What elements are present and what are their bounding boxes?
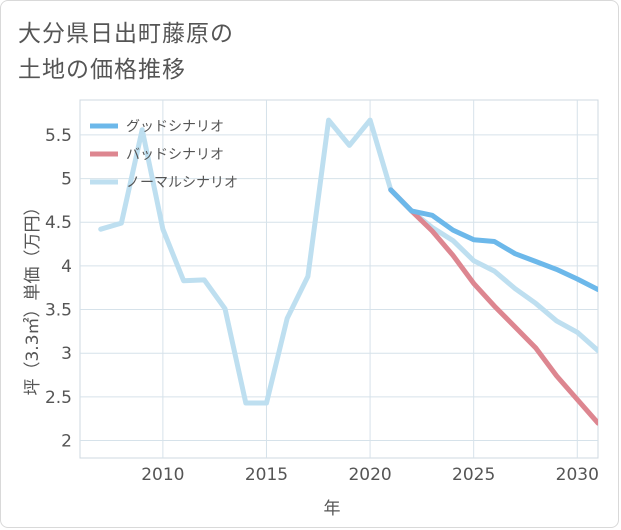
x-tick-label: 2025 (452, 465, 495, 485)
legend-label: グッドシナリオ (126, 119, 224, 135)
y-axis-label: 坪（3.3㎡）単価（万円） (23, 198, 43, 395)
x-tick-label: 2020 (348, 465, 391, 485)
x-tick-label: 2015 (245, 465, 288, 485)
y-axis-ticks: 2 2.5 3 3.5 4 4.5 5 5.5 (45, 126, 72, 452)
y-tick-label: 4 (61, 257, 72, 277)
chart-title: 大分県日出町藤原の 土地の価格推移 (18, 21, 234, 83)
series-line-1 (388, 187, 598, 426)
y-tick-label: 5.5 (45, 126, 72, 146)
y-tick-label: 3 (61, 344, 72, 364)
series-lines (98, 117, 598, 426)
series-line-2 (98, 117, 598, 406)
y-tick-label: 2 (61, 432, 72, 452)
y-tick-label: 5 (61, 170, 72, 190)
x-tick-label: 2030 (556, 465, 599, 485)
legend-label: バッドシナリオ (126, 147, 224, 163)
x-tick-label: 2010 (141, 465, 184, 485)
plot-frame (79, 99, 599, 459)
legend-label: ノーマルシナリオ (126, 175, 238, 191)
series-line-0 (388, 187, 598, 292)
y-tick-label: 3.5 (45, 301, 72, 321)
x-axis-label: 年 (324, 499, 341, 519)
y-tick-label: 2.5 (45, 388, 72, 408)
x-axis-ticks: 2010 2015 2020 2025 2030 (141, 465, 599, 485)
y-tick-label: 4.5 (45, 213, 72, 233)
